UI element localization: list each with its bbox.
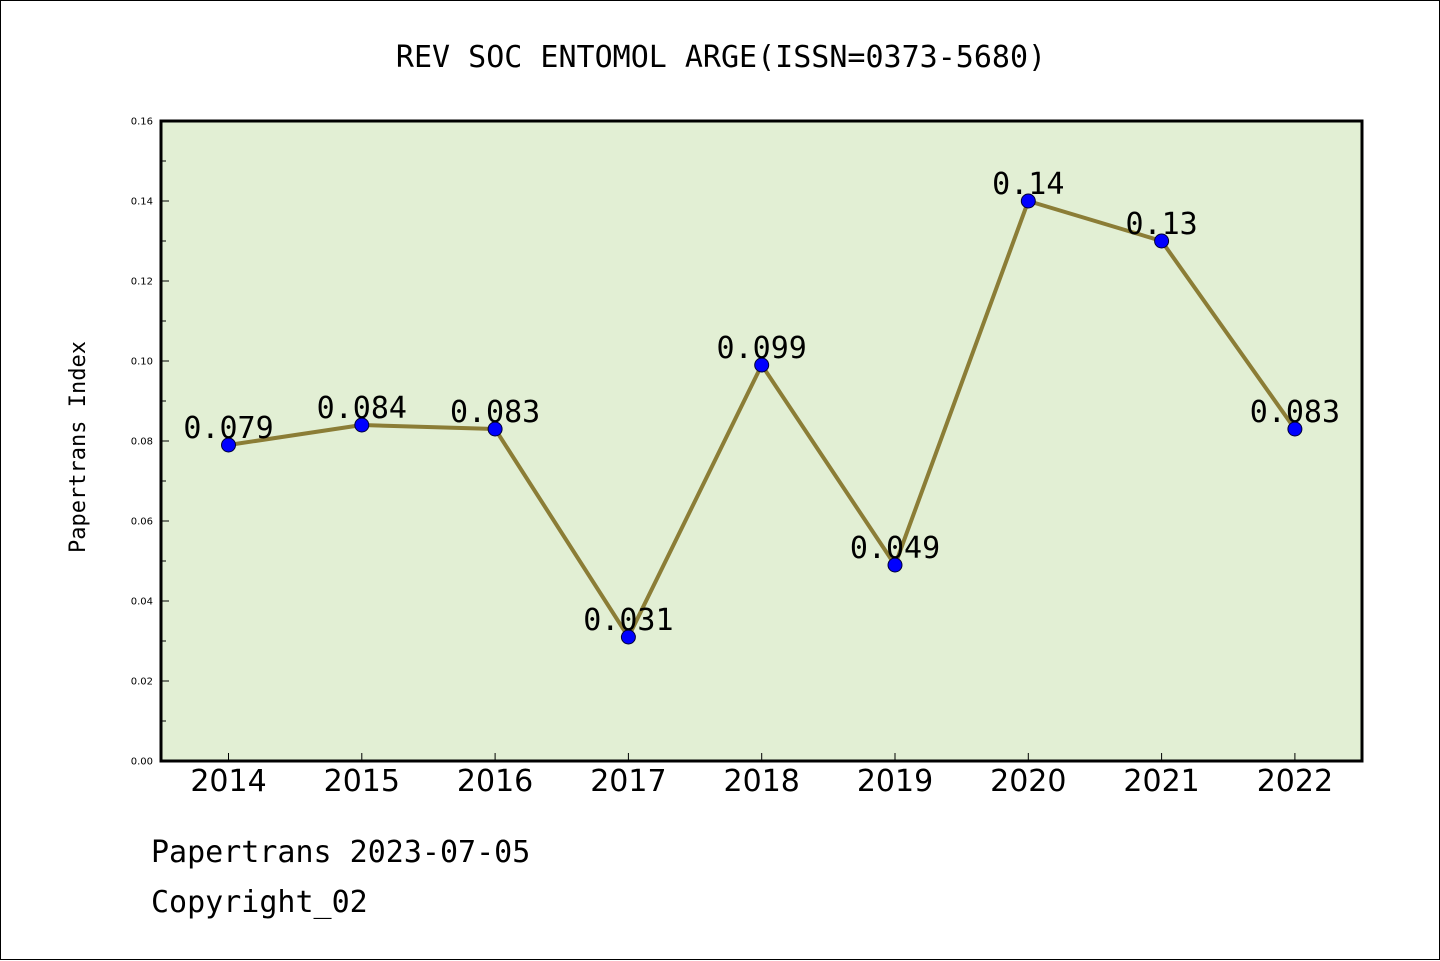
- data-point: [1154, 233, 1170, 249]
- data-label: 0.083: [450, 395, 540, 430]
- x-tick-label: 2016: [457, 764, 533, 799]
- data-label: 0.083: [1250, 395, 1340, 430]
- data-point: [1020, 193, 1036, 209]
- data-label: 0.13: [1125, 207, 1197, 242]
- y-tick-label: 0.10: [131, 357, 153, 368]
- footer-date: Papertrans 2023-07-05: [151, 835, 531, 870]
- y-tick-label: 0.02: [131, 677, 153, 688]
- y-tick-label: 0.00: [131, 757, 153, 768]
- y-tick-label: 0.08: [131, 437, 153, 448]
- x-tick-label: 2018: [724, 764, 800, 799]
- x-tick-label: 2020: [990, 764, 1066, 799]
- data-label: 0.099: [717, 331, 807, 366]
- series-papertrans-index: 0.079 0.084 0.083 0.031 0.099 0.049 0.14 0.13 0.…: [183, 167, 1340, 645]
- data-point: [1287, 421, 1303, 437]
- data-point: [221, 437, 236, 453]
- data-label: 0.031: [583, 603, 673, 638]
- y-tick-label: 0.16: [131, 117, 153, 128]
- data-point: [354, 417, 370, 433]
- y-tick-label: 0.04: [131, 597, 153, 608]
- chart-title: REV SOC ENTOMOL ARGE(ISSN=0373-5680): [396, 40, 1046, 75]
- y-tick-label: 0.14: [131, 197, 153, 208]
- data-label: 0.14: [992, 167, 1064, 202]
- y-tick-label: 0.12: [131, 277, 153, 288]
- y-tick-label: 0.06: [131, 517, 153, 528]
- plot-area: [159, 119, 1364, 763]
- x-axis: 2014 2015 2016 2017 2018 2019 2020 2021 2022: [190, 753, 1333, 799]
- data-point: [620, 629, 636, 645]
- y-axis-label: Papertrans Index: [66, 341, 91, 553]
- footer-copyright: Copyright_02: [151, 885, 368, 920]
- data-point: [487, 421, 503, 437]
- y-axis: 0.00 0.02 0.04 0.06 0.08 0.10 0.12 0.14 0.16: [131, 117, 169, 768]
- x-tick-label: 2017: [590, 764, 666, 799]
- data-label: 0.084: [317, 391, 407, 426]
- data-label: 0.049: [850, 531, 940, 566]
- x-tick-label: 2022: [1257, 764, 1333, 799]
- data-point: [754, 357, 770, 373]
- x-tick-label: 2021: [1123, 764, 1199, 799]
- x-tick-label: 2015: [324, 764, 400, 799]
- data-label: 0.079: [183, 411, 273, 446]
- x-tick-label: 2019: [857, 764, 933, 799]
- data-point: [887, 557, 903, 573]
- x-tick-label: 2014: [190, 764, 266, 799]
